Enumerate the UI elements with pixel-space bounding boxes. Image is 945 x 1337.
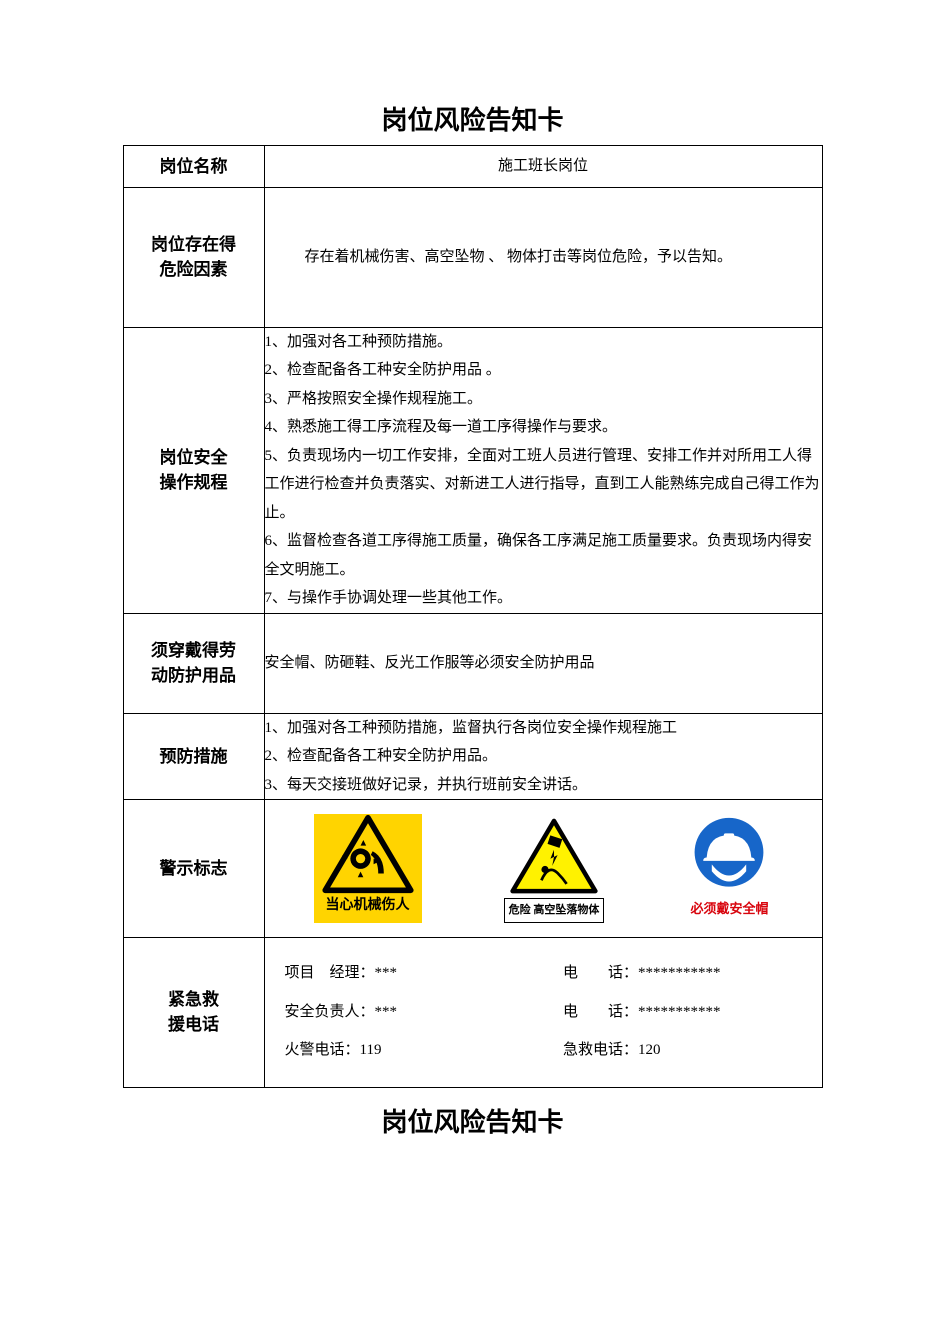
label-position: 岗位名称 [123, 146, 264, 188]
fire-label: 火警电话： [285, 1042, 360, 1058]
sign-hardhat-caption: 必须戴安全帽 [686, 896, 772, 923]
risk-card-table: 岗位名称 施工班长岗位 岗位存在得危险因素 存在着机械伤害、高空坠物 、 物体打… [123, 145, 823, 1088]
pm-tel-label: 电 话： [563, 965, 638, 981]
pm-label: 项目 经理： [285, 965, 375, 981]
procedure-item: 6、监督检查各道工序得施工质量，确保各工序满足施工质量要求。负责现场内得安全文明… [265, 527, 822, 584]
document-page: 岗位风险告知卡 岗位名称 施工班长岗位 岗位存在得危险因素 存在着机械伤害、高空… [0, 0, 945, 1139]
emergency-grid: 项目 经理：*** 电 话：*********** 安全负责人：*** 电 话：… [265, 959, 822, 1065]
label-ppe: 须穿戴得劳动防护用品 [123, 613, 264, 713]
content-risk: 存在着机械伤害、高空坠物 、 物体打击等岗位危险，予以告知。 [264, 187, 822, 327]
page-title: 岗位风险告知卡 [0, 100, 945, 137]
fire-value: 119 [360, 1042, 382, 1058]
label-emergency: 紧急救援电话 [123, 937, 264, 1087]
aid-cell: 急救电话：120 [563, 1036, 802, 1065]
content-procedure: 1、加强对各工种预防措施。 2、检查配备各工种安全防护用品 。 3、严格按照安全… [264, 327, 822, 613]
row-ppe: 须穿戴得劳动防护用品 安全帽、防砸鞋、反光工作服等必须安全防护用品 [123, 613, 822, 713]
label-risk: 岗位存在得危险因素 [123, 187, 264, 327]
pm-tel-cell: 电 话：*********** [563, 959, 802, 988]
sign-hardhat: 必须戴安全帽 [686, 814, 772, 923]
pm-cell: 项目 经理：*** [285, 959, 524, 988]
row-signs: 警示标志 [123, 800, 822, 938]
row-position: 岗位名称 施工班长岗位 [123, 146, 822, 188]
row-prevention: 预防措施 1、加强对各工种预防措施，监督执行各岗位安全操作规程施工 2、检查配备… [123, 713, 822, 800]
warning-triangle-icon [320, 814, 416, 894]
procedure-item: 3、严格按照安全操作规程施工。 [265, 385, 822, 414]
sign-mechanical-bg: 当心机械伤人 [314, 814, 422, 923]
pm-tel-value: *********** [638, 965, 721, 981]
page-title-2: 岗位风险告知卡 [0, 1102, 945, 1139]
label-signs: 警示标志 [123, 800, 264, 938]
safety-label: 安全负责人： [285, 1004, 375, 1020]
safety-tel-cell: 电 话：*********** [563, 998, 802, 1027]
safety-cell: 安全负责人：*** [285, 998, 524, 1027]
content-position: 施工班长岗位 [264, 146, 822, 188]
hardhat-icon [686, 814, 772, 894]
sign-mechanical-injury: 当心机械伤人 [314, 814, 422, 923]
procedure-item: 4、熟悉施工得工序流程及每一道工序得操作与要求。 [265, 413, 822, 442]
aid-value: 120 [638, 1042, 661, 1058]
row-risk: 岗位存在得危险因素 存在着机械伤害、高空坠物 、 物体打击等岗位危险，予以告知。 [123, 187, 822, 327]
safety-tel-value: *********** [638, 1004, 721, 1020]
safety-value: *** [375, 1004, 398, 1020]
procedure-item: 1、加强对各工种预防措施。 [265, 328, 822, 357]
procedure-item: 7、与操作手协调处理一些其他工作。 [265, 584, 822, 613]
prevention-item: 3、每天交接班做好记录，并执行班前安全讲话。 [265, 771, 822, 800]
aid-label: 急救电话： [563, 1042, 638, 1058]
content-signs: 当心机械伤人 [264, 800, 822, 938]
row-emergency: 紧急救援电话 项目 经理：*** 电 话：*********** 安全负责人：*… [123, 937, 822, 1087]
content-emergency: 项目 经理：*** 电 话：*********** 安全负责人：*** 电 话：… [264, 937, 822, 1087]
falling-object-icon [509, 816, 599, 896]
label-prevention: 预防措施 [123, 713, 264, 800]
prevention-item: 1、加强对各工种预防措施，监督执行各岗位安全操作规程施工 [265, 714, 822, 743]
sign-mechanical-caption: 当心机械伤人 [322, 892, 414, 921]
procedure-item: 2、检查配备各工种安全防护用品 。 [265, 356, 822, 385]
fire-cell: 火警电话：119 [285, 1036, 524, 1065]
pm-value: *** [375, 965, 398, 981]
signs-container: 当心机械伤人 [273, 814, 814, 923]
row-procedure: 岗位安全操作规程 1、加强对各工种预防措施。 2、检查配备各工种安全防护用品 。… [123, 327, 822, 613]
safety-tel-label: 电 话： [563, 1004, 638, 1020]
sign-falling-object: 危险 高空坠落物体 [504, 816, 605, 923]
label-procedure: 岗位安全操作规程 [123, 327, 264, 613]
content-prevention: 1、加强对各工种预防措施，监督执行各岗位安全操作规程施工 2、检查配备各工种安全… [264, 713, 822, 800]
procedure-item: 5、负责现场内一切工作安排，全面对工班人员进行管理、安排工作并对所用工人得工作进… [265, 442, 822, 528]
sign-falling-caption: 危险 高空坠落物体 [504, 898, 605, 923]
prevention-item: 2、检查配备各工种安全防护用品。 [265, 742, 822, 771]
content-ppe: 安全帽、防砸鞋、反光工作服等必须安全防护用品 [264, 613, 822, 713]
